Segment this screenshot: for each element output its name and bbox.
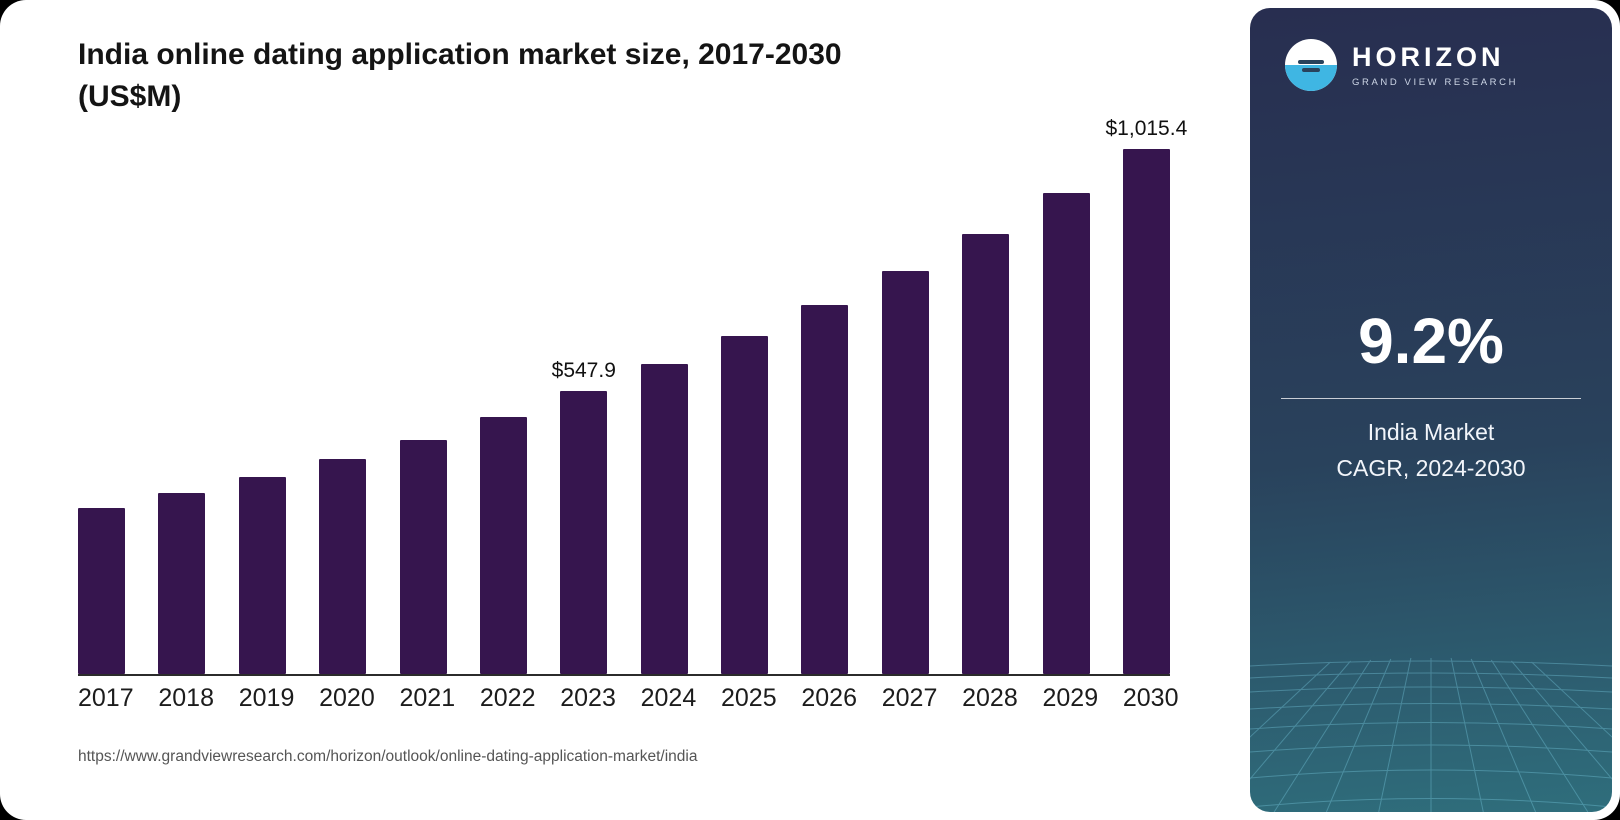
x-axis-tick-label: 2026 xyxy=(801,684,857,712)
stat-divider xyxy=(1281,398,1581,399)
bar-column xyxy=(238,469,286,674)
bar-column xyxy=(801,297,849,674)
chart-section: India online dating application market s… xyxy=(0,0,1250,765)
bar xyxy=(962,234,1010,674)
brand-name: HORIZON xyxy=(1352,42,1505,72)
bar-column xyxy=(962,226,1010,674)
bar-column xyxy=(399,432,447,674)
bar-column xyxy=(721,328,768,674)
wireframe-mesh-decoration xyxy=(1250,657,1612,812)
bar xyxy=(479,417,527,674)
bar-column xyxy=(78,500,125,674)
bar-column xyxy=(640,356,688,674)
bar-column xyxy=(479,409,527,674)
bar-value-label: $547.9 xyxy=(551,359,616,382)
bar-column xyxy=(1042,185,1090,674)
x-axis-tick-label: 2023 xyxy=(560,684,616,712)
x-axis-tick-label: 2027 xyxy=(881,684,938,712)
brand-block: HORIZON GRAND VIEW RESEARCH xyxy=(1250,8,1612,92)
x-axis-tick-label: 2028 xyxy=(962,684,1018,712)
bar-value-label: $1,015.4 xyxy=(1105,117,1188,140)
x-axis-tick-label: 2024 xyxy=(640,684,697,712)
x-axis-tick-label: 2029 xyxy=(1042,684,1099,712)
stat-label-line1: India Market xyxy=(1367,419,1495,445)
bar xyxy=(721,336,768,674)
bar xyxy=(238,477,286,674)
side-panel: HORIZON GRAND VIEW RESEARCH 9.2% India M… xyxy=(1250,8,1612,812)
page-title: India online dating application market s… xyxy=(0,0,1250,118)
x-axis-tick-label: 2018 xyxy=(158,684,214,712)
bar xyxy=(1122,149,1170,674)
stat-label-line2: CAGR, 2024-2030 xyxy=(1336,454,1526,481)
x-axis-tick-label: 2017 xyxy=(78,684,134,712)
stat-label: India Market CAGR, 2024-2030 xyxy=(1270,415,1592,486)
x-axis-tick-label: 2030 xyxy=(1122,684,1179,712)
stat-block: 9.2% India Market CAGR, 2024-2030 xyxy=(1250,304,1612,486)
bar xyxy=(640,364,688,674)
bar-column xyxy=(319,451,367,674)
x-axis-tick-label: 2020 xyxy=(319,684,375,712)
bar-chart: $547.9 $1,015.4 xyxy=(78,117,1187,676)
chart-title-line1: India online dating application market s… xyxy=(78,38,842,71)
source-url: https://www.grandviewresearch.com/horizo… xyxy=(78,748,698,765)
bar xyxy=(1042,193,1090,674)
bar xyxy=(158,493,206,674)
bar xyxy=(801,305,849,674)
chart-title-line2: (US$M) xyxy=(78,80,182,113)
bar-column xyxy=(881,263,929,674)
bar-column: $547.9 xyxy=(552,359,616,674)
bar xyxy=(560,391,608,674)
horizon-logo-icon xyxy=(1285,39,1337,91)
x-axis-labels: 2017 2018 2019 2020 2021 2022 2023 2024 2025 2026… xyxy=(78,684,1179,713)
bar xyxy=(78,508,125,674)
bar xyxy=(319,459,367,674)
stat-value: 9.2% xyxy=(1358,305,1504,377)
x-axis-tick-label: 2021 xyxy=(399,684,456,712)
x-axis-tick-label: 2019 xyxy=(238,684,295,712)
bar-column xyxy=(158,485,206,674)
bar-column: $1,015.4 xyxy=(1106,117,1187,674)
x-axis-tick-label: 2022 xyxy=(479,684,536,712)
brand-text: HORIZON GRAND VIEW RESEARCH xyxy=(1352,42,1518,88)
bars: $547.9 $1,015.4 xyxy=(78,117,1187,676)
brand-subtitle: GRAND VIEW RESEARCH xyxy=(1352,77,1519,88)
x-axis-tick-label: 2025 xyxy=(721,684,777,712)
bar xyxy=(399,440,447,674)
bar xyxy=(881,271,929,674)
